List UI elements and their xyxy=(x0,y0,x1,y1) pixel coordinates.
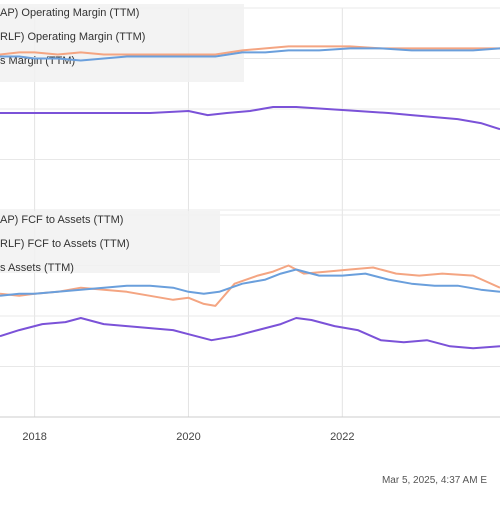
legend-entry-top-0: AP) Operating Margin (TTM) xyxy=(0,7,139,19)
series-line-bottom-2 xyxy=(0,317,500,350)
x-tick-label-1: 2020 xyxy=(176,431,200,443)
legend-entry-top-1: RLF) Operating Margin (TTM) xyxy=(0,31,145,43)
series-line-bottom-0 xyxy=(0,264,500,307)
legend-box-top xyxy=(0,4,244,82)
series-layer xyxy=(0,45,500,350)
legend-entry-bottom-1: RLF) FCF to Assets (TTM) xyxy=(0,238,130,250)
legend-entry-bottom-2: s Assets (TTM) xyxy=(0,262,74,274)
legend-box-bottom xyxy=(0,211,220,273)
series-line-top-0 xyxy=(0,45,500,56)
series-line-top-1 xyxy=(0,47,500,62)
legend-entry-bottom-0: AP) FCF to Assets (TTM) xyxy=(0,214,123,226)
x-tick-label-2: 2022 xyxy=(330,431,354,443)
chart-footer-timestamp: Mar 5, 2025, 4:37 AM E xyxy=(382,475,487,486)
series-line-bottom-1 xyxy=(0,268,500,297)
x-tick-label-0: 2018 xyxy=(22,431,46,443)
legend-layer: AP) Operating Margin (TTM) RLF) Operating… xyxy=(0,4,244,274)
series-line-top-2 xyxy=(0,106,500,131)
axis-layer: 2018 2020 2022 xyxy=(0,416,500,443)
